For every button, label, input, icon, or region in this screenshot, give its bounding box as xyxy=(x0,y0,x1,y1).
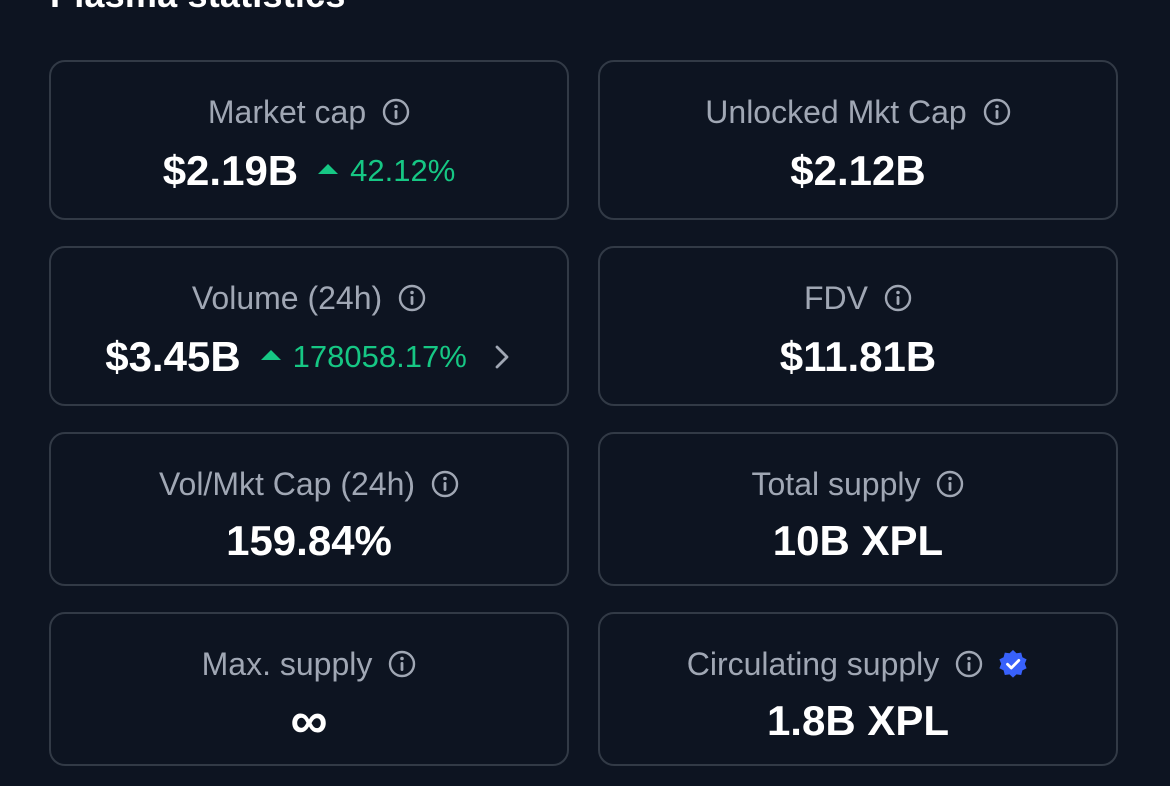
stat-value: $2.19B xyxy=(162,147,299,194)
stat-label: Unlocked Mkt Cap xyxy=(705,93,967,130)
stat-label: Max. supply xyxy=(201,645,373,682)
arrow-up-icon xyxy=(260,350,281,360)
stat-card-max-supply: Max. supply ∞ xyxy=(49,612,569,766)
stat-card-volume-24h[interactable]: Volume (24h) $3.45B 178058.17% xyxy=(49,246,569,406)
change-value: 42.12% xyxy=(350,153,456,188)
section-title: Plasma statistics xyxy=(50,0,346,16)
stat-label: FDV xyxy=(804,279,868,316)
info-icon[interactable] xyxy=(382,98,410,126)
info-icon[interactable] xyxy=(983,98,1011,126)
stat-value: 10B XPL xyxy=(772,517,944,564)
stat-value: 159.84% xyxy=(226,517,392,564)
arrow-up-icon xyxy=(318,164,339,174)
stat-label: Vol/Mkt Cap (24h) xyxy=(158,465,416,502)
chevron-right-icon[interactable] xyxy=(491,343,513,371)
stat-card-vol-mkt-cap: Vol/Mkt Cap (24h) 159.84% xyxy=(49,432,569,586)
verified-badge-icon[interactable] xyxy=(997,648,1029,680)
stat-value: $11.81B xyxy=(779,333,937,380)
stat-value: ∞ xyxy=(290,692,328,750)
stat-card-total-supply: Total supply 10B XPL xyxy=(598,432,1118,586)
info-icon[interactable] xyxy=(936,470,964,498)
stat-card-unlocked-mkt-cap: Unlocked Mkt Cap $2.12B xyxy=(598,60,1118,220)
info-icon[interactable] xyxy=(398,284,426,312)
change-value: 178058.17% xyxy=(292,339,467,374)
stat-label: Volume (24h) xyxy=(191,279,383,316)
stat-label: Market cap xyxy=(207,93,367,130)
stat-label: Circulating supply xyxy=(686,645,940,682)
info-icon[interactable] xyxy=(884,284,912,312)
info-icon[interactable] xyxy=(431,470,459,498)
stat-card-market-cap: Market cap $2.19B 42.12% xyxy=(49,60,569,220)
stat-label: Total supply xyxy=(751,465,921,502)
stat-value: $3.45B xyxy=(105,333,241,380)
change-indicator: 42.12% xyxy=(318,153,455,189)
change-indicator: 178058.17% xyxy=(260,339,467,375)
stat-value: $2.12B xyxy=(790,147,926,194)
info-icon[interactable] xyxy=(388,650,416,678)
stat-card-fdv: FDV $11.81B xyxy=(598,246,1118,406)
stat-card-circulating-supply: Circulating supply 1.8B XPL xyxy=(598,612,1118,766)
stat-value: 1.8B XPL xyxy=(766,697,950,744)
info-icon[interactable] xyxy=(955,650,983,678)
